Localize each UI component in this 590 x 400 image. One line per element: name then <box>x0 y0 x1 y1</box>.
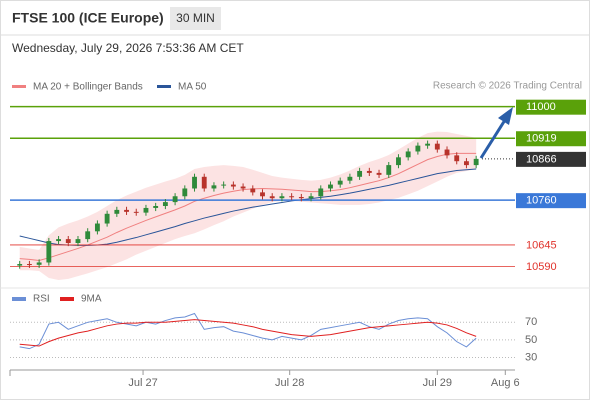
ma-line <box>19 152 477 262</box>
legend-swatch <box>12 297 26 301</box>
candle-body <box>444 149 450 156</box>
interval-badge[interactable] <box>170 7 221 30</box>
candle-body <box>36 262 42 265</box>
candle-body <box>386 165 392 175</box>
x-tick-label: Jul 28 <box>275 377 304 389</box>
candle-body <box>240 186 246 189</box>
candle-body <box>473 158 479 166</box>
candle-body <box>308 196 314 199</box>
candle-body <box>46 241 52 263</box>
level-box <box>516 193 586 209</box>
level-label: 10590 <box>526 261 557 273</box>
interval[interactable]: 30 MIN <box>176 11 215 25</box>
candle-body <box>17 264 23 266</box>
candle-body <box>415 145 421 152</box>
rsi-line <box>19 319 477 347</box>
level-box <box>516 99 586 115</box>
level-label: 11000 <box>526 101 556 113</box>
legend-label: MA 50 <box>178 82 207 93</box>
level-box <box>516 131 586 147</box>
bollinger-band <box>19 131 477 280</box>
level-label: 10919 <box>526 133 557 145</box>
candle-body <box>162 202 168 206</box>
level-label: 10760 <box>526 195 557 207</box>
legend-swatch <box>60 297 74 301</box>
candle-body <box>328 184 333 189</box>
y-tick-label: 70 <box>525 316 537 328</box>
candle-body <box>269 196 275 199</box>
y-tick-label: 30 <box>525 351 537 363</box>
legend-label: 9MA <box>81 294 102 305</box>
candle-body <box>172 196 178 203</box>
legend-swatch <box>157 85 171 88</box>
candle-body <box>405 151 411 158</box>
level-label: 10866 <box>526 153 557 165</box>
candle-body <box>454 155 460 162</box>
projection-arrow <box>479 119 507 159</box>
candle-body <box>153 206 159 208</box>
candle-body <box>85 231 91 240</box>
candle-body <box>221 184 227 186</box>
arrow-head <box>498 107 513 125</box>
candle-body <box>366 170 372 173</box>
candle-body <box>94 223 100 232</box>
chart-title: FTSE 100 (ICE Europe) <box>12 10 164 26</box>
candle-body <box>211 185 217 189</box>
candle-body <box>298 197 304 199</box>
subtitle: Wednesday, July 29, 2026 7:53:36 AM CET <box>12 41 244 55</box>
candle-body <box>376 172 382 175</box>
candle-body <box>104 213 110 224</box>
candle-body <box>75 239 81 243</box>
candle-body <box>124 209 129 212</box>
x-tick-label: Jul 29 <box>423 377 452 389</box>
candle-body <box>56 239 61 242</box>
candle-body <box>425 143 431 146</box>
candle-body <box>230 184 236 187</box>
candle-body <box>347 176 353 181</box>
x-tick-label: Aug 6 <box>491 377 520 389</box>
candle-body <box>250 188 256 193</box>
legend-swatch <box>12 85 26 88</box>
level-box <box>516 151 586 167</box>
candle-body <box>464 161 469 166</box>
candle-body <box>434 143 440 150</box>
candle-body <box>337 180 343 185</box>
legend-label: MA 20 + Bollinger Bands <box>33 82 143 93</box>
rsi-line <box>19 312 477 350</box>
copyright: Research © 2026 Trading Central <box>433 81 582 92</box>
candle-body <box>357 170 363 177</box>
candle-body <box>260 192 265 197</box>
legend-label: RSI <box>33 294 50 305</box>
candle-body <box>143 207 149 213</box>
candle-body <box>279 196 285 199</box>
candle-body <box>192 176 197 189</box>
candle-body <box>396 157 401 166</box>
candle-body <box>182 188 188 197</box>
candle-body <box>65 239 71 243</box>
level-label: 10645 <box>526 239 557 251</box>
x-tick-label: Jul 27 <box>128 377 157 389</box>
candle-body <box>133 211 139 213</box>
candle-body <box>26 264 32 266</box>
candle-body <box>114 209 120 214</box>
candle-body <box>318 188 324 197</box>
y-tick-label: 50 <box>525 334 537 346</box>
candle-body <box>289 196 295 198</box>
candle-body <box>201 176 207 189</box>
